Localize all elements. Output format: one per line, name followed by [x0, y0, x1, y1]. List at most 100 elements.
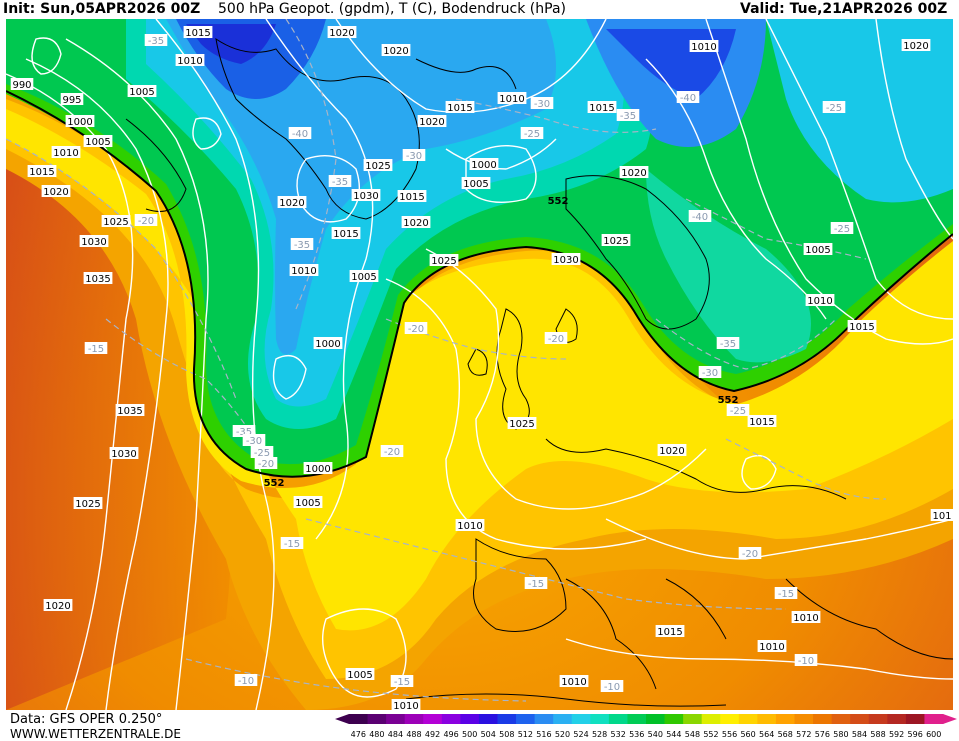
isobar-label-text: 1010	[457, 521, 482, 532]
temperature-label: -20	[544, 332, 568, 345]
temperature-label: -35	[716, 337, 740, 350]
isobar-label: 1005	[345, 668, 375, 681]
colorbar-swatch	[868, 714, 888, 724]
isobar-label: 1000	[313, 337, 343, 350]
isobar-label-box	[10, 78, 34, 90]
temperature-label-box	[328, 175, 352, 187]
temperature-label-text: -10	[604, 682, 620, 693]
isobar-label: 1015	[847, 320, 877, 333]
isobar-label-text: 1035	[85, 274, 110, 285]
isobar-label-text: 1015	[849, 322, 874, 333]
isobar-label: 1025	[507, 417, 537, 430]
isobar-label-box	[127, 85, 157, 97]
isobar-label-text: 101	[932, 511, 951, 522]
temperature-label-box	[698, 366, 722, 378]
temperature-label-text: -40	[292, 129, 308, 140]
isobar-label: 1010	[497, 92, 527, 105]
isobar-label-text: 1025	[365, 161, 390, 172]
colorbar-tick-label: 504	[481, 730, 496, 738]
isobar-label-box	[293, 496, 323, 508]
isobar-label-text: 1005	[463, 179, 488, 190]
isobar-label-text: 1020	[43, 187, 68, 198]
temperature-label: -25	[726, 404, 750, 417]
temperature-label: -20	[404, 322, 428, 335]
colorbar-swatch	[831, 714, 851, 724]
colorbar-tick-label: 480	[369, 730, 384, 738]
isobar-label-box	[901, 39, 931, 51]
isobar-label-text: 1035	[117, 406, 142, 417]
isobar-label: 1010	[289, 264, 319, 277]
isobar-label: 1010	[805, 294, 835, 307]
isobar-label-text: 1015	[29, 167, 54, 178]
colorbar-swatch	[460, 714, 480, 724]
temperature-label-box	[234, 674, 258, 686]
isobar-label-box	[115, 404, 145, 416]
colorbar-swatch	[738, 714, 758, 724]
isobar-label-text: 1025	[75, 499, 100, 510]
colorbar-tick-label: 524	[573, 730, 588, 738]
isobar-label-box	[601, 234, 631, 246]
temperature-label-box	[616, 109, 640, 121]
isobar-label: 1020	[41, 185, 71, 198]
isobar-label-box	[65, 115, 95, 127]
colorbar-swatch	[441, 714, 461, 724]
isobar-label-text: 1020	[903, 41, 928, 52]
temperature-label-box	[530, 97, 554, 109]
colorbar-swatch	[386, 714, 406, 724]
temperature-label-box	[520, 127, 544, 139]
temperature-label-text: -15	[528, 579, 544, 590]
contour-552-label-text: 552	[264, 478, 285, 489]
temperature-label-box	[676, 91, 700, 103]
temperature-label-text: -40	[692, 212, 708, 223]
weather-map[interactable]: 9909951000100510101015102010251030103510…	[6, 19, 953, 710]
isobar-label: 1020	[43, 599, 73, 612]
isobar-label: 1000	[303, 462, 333, 475]
colorbar-tick-label: 588	[870, 730, 885, 738]
isobar-label: 1015	[27, 165, 57, 178]
isobar-label: 1010	[757, 640, 787, 653]
contour-552-label: 552	[548, 196, 569, 207]
isobar-label-box	[349, 270, 379, 282]
isobar-label-text: 1000	[67, 117, 92, 128]
colorbar-tick-label: 556	[722, 730, 737, 738]
isobar-label-text: 1000	[471, 160, 496, 171]
colorbar-swatch	[608, 714, 628, 724]
isobar-label-box	[391, 699, 421, 710]
isobar-label-text: 1020	[383, 46, 408, 57]
temperature-label-text: -15	[88, 344, 104, 355]
isobar-label-box	[109, 447, 139, 459]
colorbar-swatch	[664, 714, 684, 724]
colorbar-swatch	[516, 714, 536, 724]
temperature-label-text: -35	[236, 427, 252, 438]
colorbar-tick-label: 592	[889, 730, 904, 738]
isobar-label: 1025	[73, 497, 103, 510]
isobar-label-box	[619, 166, 649, 178]
temperature-label-text: -15	[394, 677, 410, 688]
isobar-label-text: 1000	[305, 464, 330, 475]
colorbar-tick-label: 476	[351, 730, 366, 738]
isobar-label-box	[461, 177, 491, 189]
colorbar-tick-label: 568	[778, 730, 793, 738]
temperature-label-box	[84, 342, 108, 354]
isobar-label: 1020	[401, 216, 431, 229]
isobar-label-box	[289, 264, 319, 276]
temperature-label: -35	[144, 34, 168, 47]
isobar-label: 1020	[619, 166, 649, 179]
isobar-label-text: 1015	[749, 417, 774, 428]
temperature-label: -10	[794, 654, 818, 667]
isobar-label-box	[183, 26, 213, 38]
isobar-label-text: 1020	[621, 168, 646, 179]
temperature-label-text: -30	[702, 368, 718, 379]
isobar-label-box	[351, 189, 381, 201]
isobar-label-box	[587, 101, 617, 113]
temperature-label: -20	[738, 547, 762, 560]
isobar-label-text: 1010	[53, 148, 78, 159]
colorbar-swatch	[905, 714, 925, 724]
isobar-label: 1010	[391, 699, 421, 710]
contour-552-labels: 552 552 552	[264, 196, 739, 489]
isobar-label: 1015	[655, 625, 685, 638]
isobar-label: 1030	[79, 235, 109, 248]
isobar-label: 1020	[901, 39, 931, 52]
temperature-labels: -35-40-30-35-25-30-35-40-25-20-35-40-25-…	[84, 34, 854, 693]
temperature-label-box	[404, 322, 428, 334]
